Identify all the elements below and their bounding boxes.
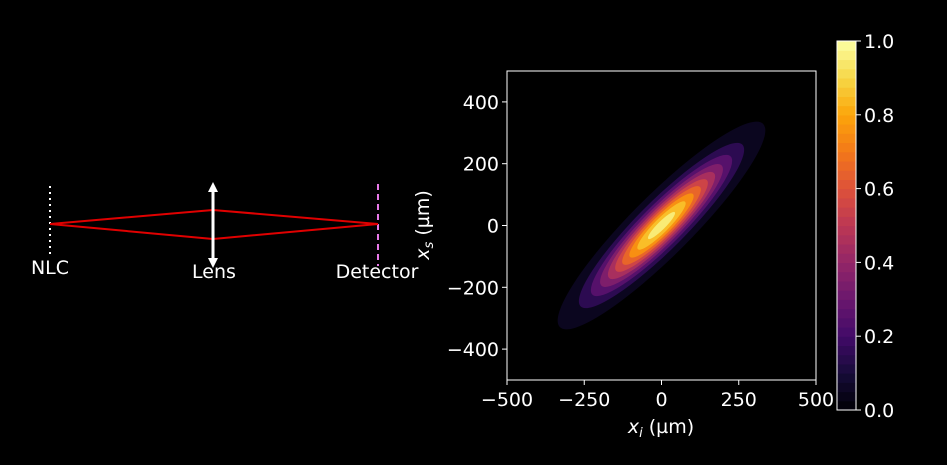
y-tick-label: −400 — [447, 339, 499, 361]
lens-arrow-up-icon — [208, 182, 218, 192]
colorbar-band — [837, 243, 856, 254]
colorbar-band — [837, 354, 856, 365]
colorbar-band — [837, 317, 856, 328]
y-tick-label: 0 — [487, 216, 499, 238]
y-tick-label: −200 — [447, 277, 499, 299]
colorbar-band — [837, 299, 856, 310]
colorbar-band — [837, 188, 856, 199]
colorbar-band — [837, 207, 856, 217]
colorbar-band — [837, 391, 856, 402]
colorbar-band — [837, 280, 856, 291]
colorbar-band — [837, 382, 856, 393]
colorbar-band — [837, 170, 856, 180]
colorbar-bands — [837, 41, 856, 411]
colorbar-band — [837, 234, 856, 245]
colorbar-tick-label: 1.0 — [864, 31, 894, 53]
colorbar-band — [837, 308, 856, 319]
colorbar-band — [837, 373, 856, 383]
colorbar-band — [837, 336, 856, 347]
colorbar-band — [837, 87, 856, 97]
x-axis-label: xi (µm) — [627, 416, 694, 441]
colorbar-band — [837, 160, 856, 171]
detector-label: Detector — [336, 261, 419, 283]
y-tick-label: 400 — [463, 92, 499, 114]
colorbar-band — [837, 400, 856, 411]
colorbar-band — [837, 225, 856, 236]
y-axis-ticks: 400 200 0 −200 −400 — [447, 92, 507, 361]
colorbar-band — [837, 151, 856, 162]
colorbar-band — [837, 326, 856, 337]
colorbar-band — [837, 105, 856, 116]
colorbar-frame — [836, 40, 857, 411]
colorbar-band — [837, 59, 856, 70]
colorbar-tick-label: 0.0 — [864, 400, 894, 422]
colorbar-ticks: 0.0 0.2 0.4 0.6 0.8 1.0 — [856, 31, 894, 422]
colorbar-band — [837, 262, 856, 273]
colorbar-band — [837, 77, 856, 88]
x-tick-label: −250 — [558, 389, 610, 411]
optical-diagram: NLC Lens Detector — [31, 182, 419, 283]
colorbar-band — [837, 50, 856, 61]
contour-layer — [557, 121, 766, 330]
colorbar-band — [837, 114, 856, 125]
colorbar-band — [837, 197, 856, 208]
colorbar: 0.0 0.2 0.4 0.6 0.8 1.0 — [836, 31, 894, 422]
colorbar-band — [837, 41, 856, 51]
colorbar-band — [837, 271, 856, 282]
colorbar-band — [837, 253, 856, 263]
colorbar-tick-label: 0.6 — [864, 179, 894, 201]
x-tick-label: 250 — [721, 389, 757, 411]
colorbar-band — [837, 179, 856, 190]
colorbar-band — [837, 133, 856, 144]
x-tick-label: −500 — [481, 389, 533, 411]
y-tick-label: 200 — [463, 154, 499, 176]
x-axis-ticks: −500 −250 0 250 500 — [481, 380, 834, 411]
colorbar-band — [837, 345, 856, 356]
colorbar-band — [837, 363, 856, 374]
y-axis-label: xs (µm) — [412, 190, 437, 261]
colorbar-band — [837, 142, 856, 153]
colorbar-band — [837, 290, 856, 300]
lens-label: Lens — [192, 261, 236, 283]
colorbar-band — [837, 96, 856, 107]
colorbar-band — [837, 124, 856, 134]
nlc-label: NLC — [31, 257, 69, 279]
lens-arrow-down-icon — [208, 258, 218, 268]
x-tick-label: 500 — [798, 389, 834, 411]
contour-level-9 — [647, 211, 676, 240]
colorbar-band — [837, 216, 856, 227]
colorbar-tick-label: 0.2 — [864, 326, 894, 348]
colorbar-band — [837, 68, 856, 79]
colorbar-tick-label: 0.4 — [864, 252, 894, 274]
x-tick-label: 0 — [655, 389, 667, 411]
colorbar-tick-label: 0.8 — [864, 105, 894, 127]
